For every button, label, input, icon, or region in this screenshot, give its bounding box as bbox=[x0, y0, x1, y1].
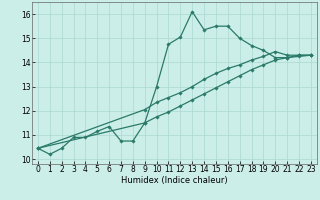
X-axis label: Humidex (Indice chaleur): Humidex (Indice chaleur) bbox=[121, 176, 228, 185]
